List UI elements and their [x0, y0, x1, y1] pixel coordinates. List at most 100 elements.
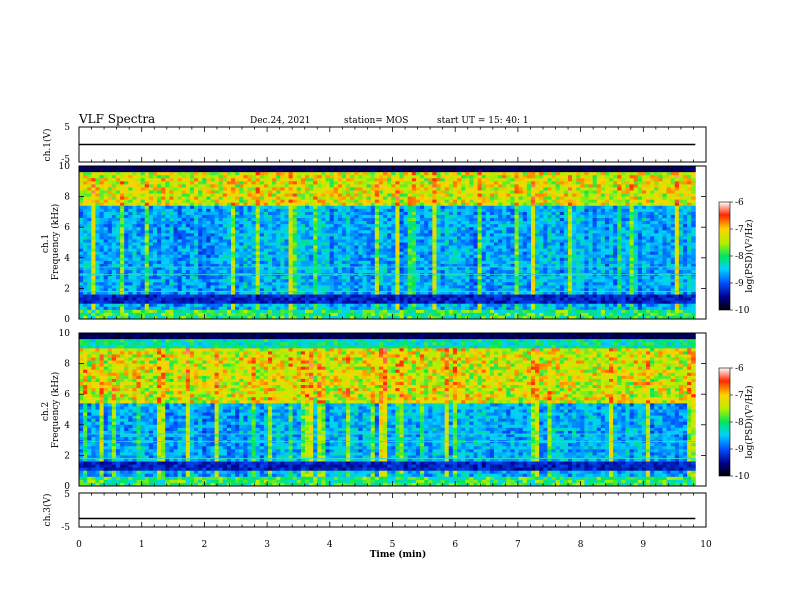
spectrogram-cell: [374, 190, 380, 194]
spectrogram-cell: [181, 190, 187, 194]
spectrogram-cell: [218, 239, 224, 243]
spectrogram-cell: [383, 257, 388, 262]
spectrogram-cell: [329, 245, 335, 250]
spectrogram-cell: [321, 205, 326, 210]
spectrogram-cell: [243, 245, 248, 250]
spectrogram-cell: [177, 190, 183, 194]
spectrogram-cell: [268, 227, 273, 231]
spectrogram-cell: [358, 260, 363, 265]
spectrogram-cell: [313, 285, 318, 289]
spectrogram-cell: [152, 306, 158, 311]
spectrogram-cell: [354, 254, 359, 259]
spectrogram-cell: [189, 202, 195, 207]
spectrogram-cell: [91, 221, 96, 225]
spectrogram-cell: [440, 276, 446, 280]
spectrogram-cell: [255, 218, 261, 222]
spectrogram-cell: [366, 291, 372, 295]
spectrogram-cell: [87, 303, 92, 308]
spectrogram-cell: [481, 263, 487, 268]
spectrogram-cell: [128, 227, 133, 231]
spectrogram-cell: [165, 193, 170, 197]
spectrogram-cell: [99, 303, 105, 308]
spectrogram-cell: [263, 285, 269, 289]
spectrogram-cell: [140, 181, 146, 185]
spectrogram-cell: [440, 181, 446, 185]
spectrogram-cell: [280, 306, 285, 311]
spectrogram-cell: [268, 196, 273, 201]
spectrogram-cell: [469, 248, 474, 253]
spectrogram-cell: [325, 230, 331, 234]
spectrogram-cell: [124, 227, 129, 231]
spectrogram-cell: [296, 202, 302, 207]
spectrogram-cell: [263, 291, 269, 295]
spectrogram-cell: [341, 242, 347, 246]
spectrogram-cell: [428, 239, 433, 243]
spectrogram-cell: [255, 312, 261, 317]
spectrogram-cell: [485, 181, 491, 185]
spectrogram-cell: [115, 227, 121, 231]
spectrogram-cell: [407, 181, 413, 185]
spectrogram-cell: [276, 178, 281, 182]
spectrogram-cell: [103, 178, 109, 182]
spectrogram-cell: [387, 285, 392, 289]
spectrogram-cell: [304, 309, 310, 314]
spectrogram-cell: [325, 178, 331, 182]
spectrogram-cell: [300, 282, 306, 286]
spectrogram-cell: [218, 282, 224, 286]
spectrogram-cell: [337, 245, 343, 250]
spectrogram-cell: [465, 172, 470, 176]
spectrogram-cell: [161, 260, 166, 265]
spectrogram-cell: [341, 260, 347, 265]
spectrogram-cell: [428, 257, 433, 262]
spectrogram-cell: [87, 202, 92, 207]
spectrogram-cell: [378, 205, 384, 210]
spectrogram-cell: [87, 221, 92, 225]
spectrogram-cell: [333, 172, 339, 176]
spectrogram-cell: [407, 251, 413, 256]
spectrogram-cell: [173, 199, 179, 204]
spectrogram-cell: [79, 169, 84, 173]
spectrogram-cell: [87, 257, 92, 262]
spectrogram-cell: [243, 266, 248, 271]
spectrogram-cell: [83, 230, 88, 234]
spectrogram-cell: [148, 169, 154, 173]
spectrogram-cell: [411, 279, 417, 283]
spectrogram-cell: [177, 297, 183, 302]
spectrogram-cell: [222, 263, 228, 268]
spectrogram-cell: [185, 236, 191, 240]
spectrogram-cell: [226, 285, 232, 289]
spectrogram-cell: [259, 221, 265, 225]
spectrogram-cell: [157, 297, 162, 302]
spectrogram-cell: [465, 266, 470, 271]
spectrogram-cell: [202, 178, 207, 182]
spectrogram-cell: [280, 236, 285, 240]
spectrogram-cell: [218, 245, 224, 250]
spectrogram-cell: [391, 279, 396, 283]
spectrogram-cell: [477, 218, 483, 222]
spectrogram-cell: [276, 279, 281, 283]
spectrogram-cell: [181, 218, 187, 222]
spectrogram-cell: [341, 266, 347, 271]
spectrogram-cell: [457, 300, 462, 305]
spectrogram-cell: [477, 175, 483, 179]
spectrogram-cell: [99, 208, 105, 213]
spectrogram-cell: [247, 285, 252, 289]
spectrogram-cell: [457, 288, 462, 292]
spectrogram-cell: [452, 190, 458, 194]
spectrogram-cell: [452, 276, 458, 280]
spectrogram-cell: [329, 279, 335, 283]
spectrogram-cell: [181, 233, 187, 237]
spectrogram-cell: [169, 300, 174, 305]
spectrogram-cell: [132, 178, 137, 182]
spectrogram-cell: [152, 266, 158, 271]
spectrogram-cell: [341, 309, 347, 314]
spectrogram-cell: [218, 276, 224, 280]
spectrogram-cell: [391, 297, 396, 302]
spectrogram-cell: [136, 224, 142, 228]
spectrogram-cell: [461, 236, 466, 240]
spectrogram-cell: [165, 190, 170, 194]
spectrogram-cell: [255, 221, 261, 225]
spectrogram-cell: [284, 178, 289, 182]
spectrogram-cell: [91, 248, 96, 253]
spectrogram-cell: [194, 263, 199, 268]
